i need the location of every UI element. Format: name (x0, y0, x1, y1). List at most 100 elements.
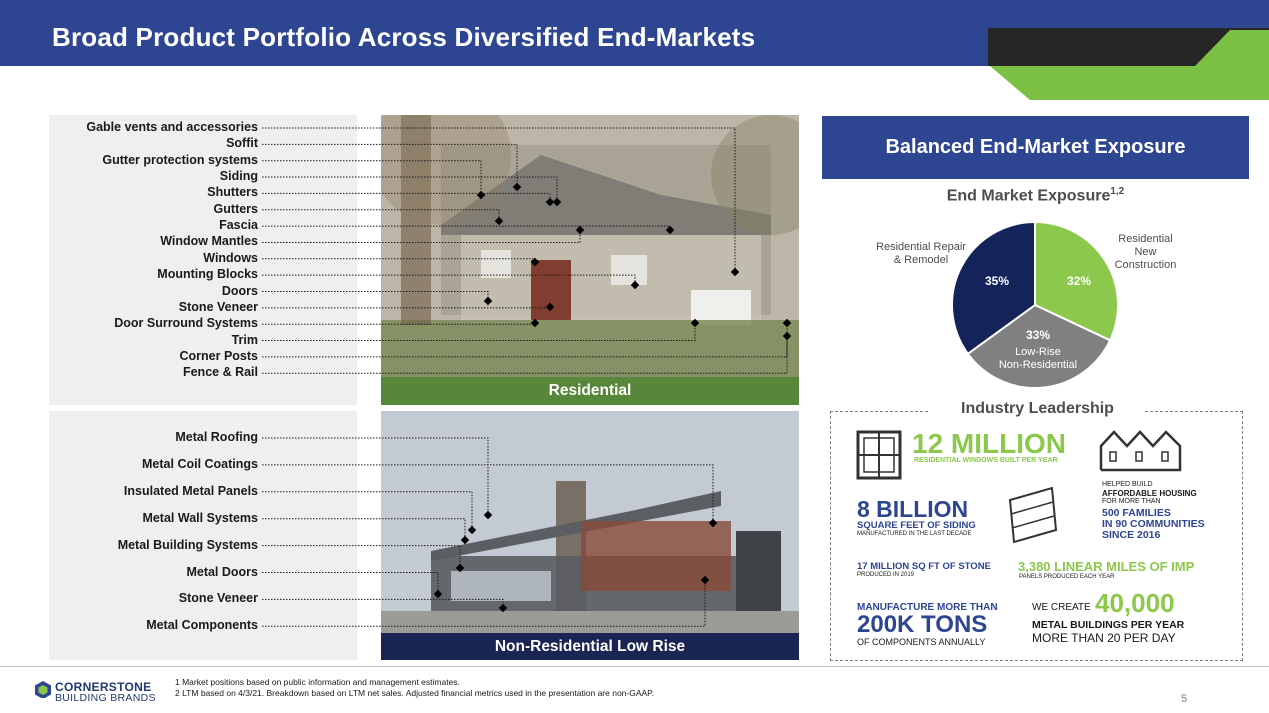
residential-label-7: Window Mantles (160, 234, 258, 249)
metal-buildings-line-2: 40,000 (1095, 588, 1175, 618)
nonresidential-label-2: Insulated Metal Panels (123, 483, 258, 498)
nonresidential-leader-2 (262, 491, 473, 530)
residential-label-panel (49, 115, 357, 405)
residential-leader-13 (262, 323, 696, 342)
residential-label-3: Siding (219, 169, 258, 184)
nonresidential-marker-3 (460, 535, 470, 545)
pie-label-residential-repair-remodel: Residential Repair & Remodel (876, 241, 966, 266)
residential-label-12: Door Surround Systems (114, 316, 258, 331)
footnote-2: 2 LTM based on 4/3/21. Breakdown based o… (175, 688, 655, 698)
house-illustration (381, 115, 799, 377)
siding-stat-value: 8 BILLION (857, 496, 969, 522)
residential-marker-12 (530, 318, 540, 328)
residential-product-list: Gable vents and accessories Soffit Gutter … (0, 0, 258, 713)
metal-buildings-line-4: MORE THAN 20 PER DAY (1032, 631, 1176, 645)
industry-leadership-title: Industry Leadership (930, 400, 1145, 418)
page-title: Broad Product Portfolio Across Diversifi… (52, 22, 756, 52)
header-accent-green (990, 30, 1269, 100)
residential-label-11: Stone Veneer (178, 299, 258, 314)
residential-label-13: Trim (231, 332, 258, 347)
housing-line-3: FOR MORE THAN (1102, 498, 1161, 505)
nonresidential-leader-5 (262, 572, 439, 594)
residential-leader-1 (262, 143, 518, 187)
residential-band: Residential (381, 377, 799, 405)
pie-pct-residential-repair-remodel: 35% (984, 274, 1010, 288)
residential-label-0: Gable vents and accessories (86, 120, 258, 134)
nonresidential-marker-6 (498, 603, 508, 613)
housing-line-6: SINCE 2016 (1102, 529, 1161, 541)
nonresidential-leader-4 (262, 545, 461, 568)
residential-marker-15 (782, 331, 792, 341)
houses-icon (1099, 430, 1182, 472)
nonresidential-leader-0 (262, 437, 489, 515)
building-illustration (381, 411, 799, 633)
residential-label-9: Mounting Blocks (157, 267, 258, 282)
logo-text-building-brands: BUILDING BRANDS (55, 692, 156, 704)
page-number: 5 (1181, 693, 1188, 705)
residential-leader-2 (262, 160, 482, 195)
residential-marker-2 (476, 190, 486, 200)
residential-label-15: Fence & Rail (182, 365, 258, 380)
components-line-2: 200K TONS (857, 611, 988, 638)
footer-divider (0, 666, 1269, 667)
housing-line-2: AFFORDABLE HOUSING (1102, 489, 1197, 498)
imp-stat-value: 3,380 LINEAR MILES OF IMP (1018, 559, 1195, 574)
housing-line-1: HELPED BUILD (1102, 481, 1153, 488)
nonresidential-marker-1 (708, 518, 718, 528)
chart-title: End Market Exposure1,2 (946, 186, 1125, 205)
stone-stat-caption: PRODUCED IN 2019 (857, 572, 915, 578)
nonresidential-leader-7 (262, 580, 706, 627)
logo-text-cornerstone: CORNERSTONE (55, 680, 152, 694)
residential-label-10: Doors (221, 283, 258, 298)
siding-panel-icon (1008, 486, 1058, 544)
metal-buildings-line-3: METAL BUILDINGS PER YEAR (1032, 619, 1185, 631)
exposure-banner: Balanced End-Market Exposure (822, 116, 1249, 179)
residential-label-2: Gutter protection systems (102, 152, 258, 167)
nonresidential-marker-5 (433, 589, 443, 599)
nonresidential-marker-7 (700, 575, 710, 585)
housing-line-4: 500 FAMILIES (1102, 507, 1171, 519)
components-line-1: MANUFACTURE MORE THAN (857, 602, 998, 613)
residential-label-14: Corner Posts (179, 348, 259, 363)
cornerstone-logo-icon (35, 681, 51, 698)
nonresidential-label-panel (49, 411, 357, 660)
pie-slice-0 (1034, 220, 1119, 342)
imp-stat-caption: PANELS PRODUCED EACH YEAR (1019, 574, 1115, 580)
pie-slice-1 (966, 303, 1112, 389)
residential-leader-15 (262, 336, 788, 374)
residential-marker-0 (730, 267, 740, 277)
window-icon (856, 430, 902, 480)
residential-marker-14 (782, 318, 792, 328)
residential-leader-3 (262, 176, 558, 202)
nonresidential-product-list: Metal Roofing Metal Coil Coatings Insulate… (0, 0, 258, 713)
nonresidential-marker-4 (455, 563, 465, 573)
residential-house-photo (381, 115, 799, 377)
siding-stat-unit: SQUARE FEET OF SIDING (857, 520, 976, 531)
residential-label-8: Windows (203, 250, 258, 265)
nonresidential-building-photo (381, 411, 799, 633)
pie-label-residential-new-construction: Residential New Construction (1114, 233, 1177, 271)
nonresidential-label-6: Stone Veneer (178, 591, 258, 606)
residential-leader-9 (262, 274, 636, 285)
nonresidential-label-3: Metal Wall Systems (142, 510, 258, 525)
housing-line-5: IN 90 COMMUNITIES (1102, 518, 1205, 530)
nonresidential-leader-3 (262, 518, 466, 540)
footnote-1: 1 Market positions based on public infor… (175, 677, 460, 687)
nonresidential-label-4: Metal Building Systems (117, 537, 258, 552)
nonresidential-label-1: Metal Coil Coatings (142, 456, 258, 471)
residential-marker-8 (530, 257, 540, 267)
residential-marker-5 (494, 216, 504, 226)
residential-label-4: Shutters (207, 185, 258, 200)
nonresidential-label-7: Metal Components (146, 618, 258, 633)
nonresidential-band: Non-Residential Low Rise (381, 633, 799, 660)
residential-label-1: Soffit (226, 136, 258, 151)
pie-pct-residential-new-construction: 32% (1066, 274, 1092, 288)
residential-marker-13 (690, 318, 700, 328)
stone-stat-value: 17 MILLION SQ FT OF STONE (857, 561, 991, 572)
nonresidential-marker-0 (483, 510, 493, 520)
nonresidential-marker-2 (467, 525, 477, 535)
residential-label-5: Gutters (213, 201, 258, 216)
